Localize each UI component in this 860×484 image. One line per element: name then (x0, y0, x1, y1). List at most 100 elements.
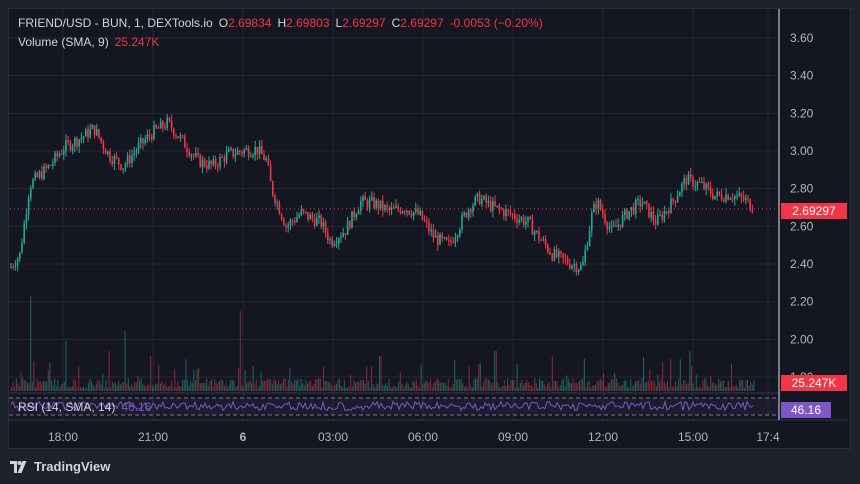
candle-body (406, 210, 408, 212)
volume-bar (254, 384, 256, 391)
x-tick-label: 21:00 (138, 430, 168, 444)
volume-bar (396, 386, 398, 391)
candle-body (461, 215, 463, 230)
candle-body (58, 154, 61, 157)
volume-bar (63, 381, 65, 391)
volume-bar (171, 380, 172, 391)
volume-bar (142, 384, 144, 391)
rsi-legend[interactable]: RSI (14, SMA, 14) 46.16 (18, 400, 151, 414)
volume-bar (412, 380, 414, 391)
candle-body (676, 196, 679, 202)
volume-bar (492, 382, 494, 391)
volume-bar (668, 387, 670, 391)
candle-body (639, 199, 641, 207)
candle-body (102, 141, 105, 149)
candle-body (619, 224, 622, 227)
volume-bar (233, 380, 235, 391)
candle-body (494, 201, 496, 206)
volume-legend[interactable]: Volume (SMA, 9) 25.247K (18, 35, 159, 49)
volume-bar (518, 387, 520, 391)
volume-bar (619, 386, 620, 391)
x-tick-label: 09:00 (498, 430, 528, 444)
rsi-label: RSI (14, SMA, 14) (18, 400, 116, 414)
volume-bar (563, 378, 564, 391)
tradingview-logo[interactable]: TradingView (10, 459, 110, 474)
volume-bar (595, 385, 596, 391)
volume-bar (203, 383, 204, 391)
volume-bar (441, 381, 443, 391)
volume-bar (159, 383, 161, 391)
candle-body (206, 166, 208, 169)
time-axis: 18:00 21:00 6 03:00 06:00 09:00 12:00 15:00 17:4 (48, 430, 780, 444)
volume-bar (247, 382, 249, 391)
volume-bar (444, 382, 446, 391)
candle-body (241, 152, 243, 154)
volume-bar (487, 379, 489, 391)
volume-bar (630, 379, 632, 391)
candle-body (602, 209, 604, 215)
candle-body (175, 135, 177, 137)
volume-bar (57, 379, 59, 391)
volume-bar (89, 378, 91, 391)
volume-bar (33, 360, 35, 391)
volume-bar (60, 384, 62, 391)
volume-bar (273, 378, 275, 391)
volume-bar (659, 382, 660, 391)
volume-bar (156, 383, 158, 391)
volume-bar (745, 379, 747, 391)
volume-bar (649, 369, 651, 391)
volume-bar (39, 381, 41, 391)
volume-bar (377, 384, 379, 391)
volume-bar (41, 382, 43, 391)
volume-bar (452, 384, 454, 391)
volume-bar (687, 383, 689, 391)
candle-body (197, 153, 199, 155)
volume-bar (561, 380, 563, 391)
volume-bar (606, 386, 608, 391)
volume-bar (327, 382, 329, 391)
candle-body (731, 198, 734, 200)
volume-bar (271, 383, 273, 391)
close-label: C (391, 16, 401, 30)
volume-bar (553, 381, 555, 391)
candle-body (36, 173, 39, 177)
candle-body (650, 211, 652, 218)
candle-body (674, 200, 677, 202)
volume-bar (705, 378, 707, 391)
symbol-legend[interactable]: FRIEND/USD - BUN, 1, DEXTools.io O 2.6983… (18, 16, 543, 30)
volume-bar (71, 386, 73, 391)
volume-bar (479, 363, 481, 391)
volume-bar (572, 378, 574, 391)
volume-bar (169, 385, 171, 391)
volume-bar (286, 386, 288, 391)
volume-bar (207, 386, 209, 391)
volume-bar (420, 364, 422, 391)
candle-body (184, 136, 186, 148)
volume-bar (252, 366, 254, 391)
candle-body (445, 237, 448, 240)
volume-bar (326, 380, 328, 391)
candle-body (63, 150, 65, 155)
volume-bar (455, 379, 457, 391)
volume-bar (699, 385, 700, 391)
volume-bar (739, 380, 740, 391)
candle-body (635, 199, 637, 214)
candle-body (115, 155, 118, 158)
y-tick-label: 3.40 (790, 69, 814, 83)
volume-bar (700, 387, 702, 391)
candle-body (142, 138, 144, 144)
candle-body (465, 212, 468, 218)
candle-body (285, 225, 287, 227)
volume-bar (547, 384, 548, 391)
volume-bar (551, 356, 553, 391)
volume-bar (601, 380, 603, 391)
candle-body (654, 220, 657, 225)
candle-body (153, 125, 155, 140)
candle-body (379, 200, 382, 209)
volume-bar (185, 359, 187, 391)
volume-bar (323, 366, 324, 391)
volume-bar (127, 378, 129, 391)
volume-bar (643, 357, 644, 391)
volume-bar (503, 380, 505, 391)
